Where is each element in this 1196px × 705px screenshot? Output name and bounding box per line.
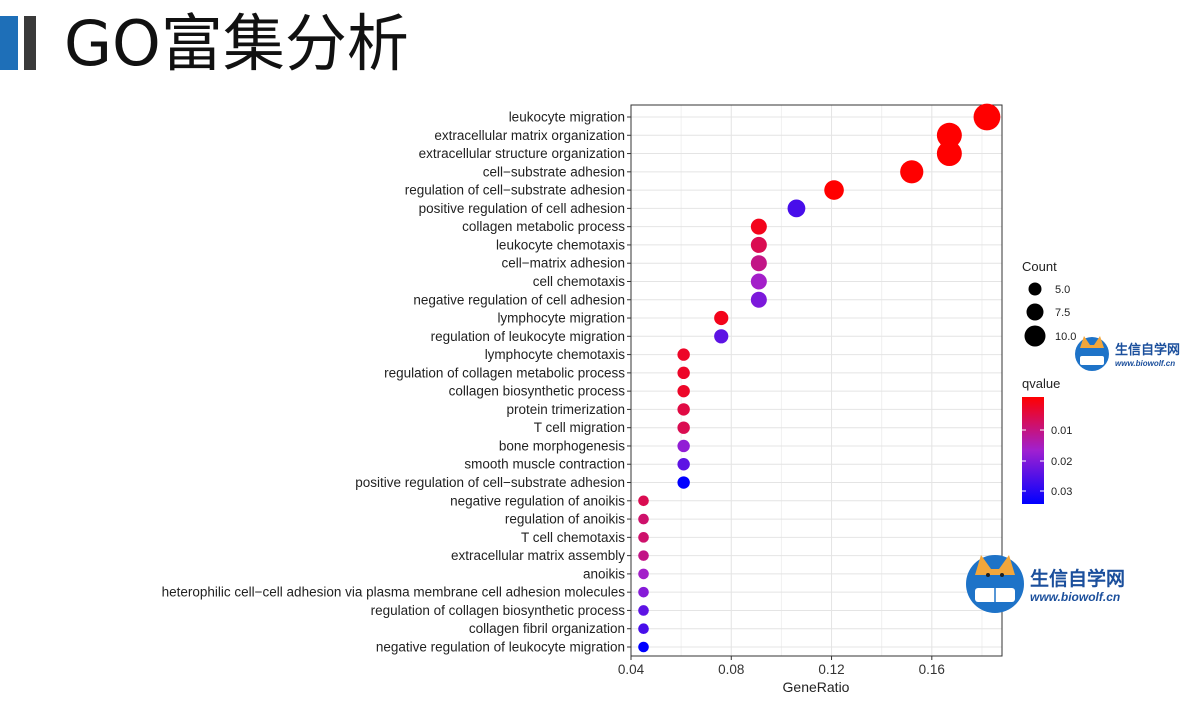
enrichment-point <box>750 273 767 290</box>
x-tick-label: 0.08 <box>718 662 744 677</box>
enrichment-point <box>900 160 924 184</box>
term-label: regulation of collagen biosynthetic proc… <box>371 603 626 618</box>
term-label: extracellular structure organization <box>419 146 625 161</box>
enrichment-point <box>638 623 649 635</box>
title-accent-bar-blue <box>0 16 18 70</box>
enrichment-point <box>677 421 690 434</box>
term-label: leukocyte migration <box>509 110 625 125</box>
enrichment-point <box>750 218 767 235</box>
enrichment-point <box>638 605 649 616</box>
enrichment-point <box>750 291 767 308</box>
term-label: smooth muscle contraction <box>464 457 625 472</box>
slide-title: GO富集分析 <box>64 7 409 80</box>
size-legend-label-5: 5.0 <box>1055 284 1070 296</box>
term-label: leukocyte chemotaxis <box>496 237 625 252</box>
watermark-small-url: www.biowolf.cn <box>1115 359 1175 368</box>
term-label: regulation of collagen metabolic process <box>384 365 625 380</box>
term-label: lymphocyte migration <box>497 311 625 326</box>
enrichment-point <box>824 180 844 200</box>
term-label: collagen biosynthetic process <box>449 384 626 399</box>
size-legend-dot-large <box>1024 325 1046 347</box>
watermark-large-url: www.biowolf.cn <box>1030 590 1120 604</box>
enrichment-point <box>677 348 690 361</box>
enrichment-point <box>677 458 690 471</box>
enrichment-point <box>638 568 649 580</box>
size-legend-label-7-5: 7.5 <box>1055 307 1070 319</box>
term-label: extracellular matrix organization <box>434 128 625 143</box>
term-label: negative regulation of anoikis <box>450 493 625 508</box>
term-label: protein trimerization <box>506 402 625 417</box>
enrichment-point <box>750 236 767 253</box>
enrichment-point <box>677 366 690 380</box>
enrichment-point <box>638 513 649 525</box>
enrichment-point <box>638 641 649 653</box>
enrichment-point <box>677 476 690 489</box>
term-label: collagen fibril organization <box>469 621 625 636</box>
size-legend-title: Count <box>1022 259 1057 274</box>
wolf-logo-large-icon <box>966 555 1024 613</box>
term-label: negative regulation of cell adhesion <box>413 292 625 307</box>
enrichment-point <box>787 199 806 218</box>
term-label: bone morphogenesis <box>499 438 625 453</box>
enrichment-point <box>714 310 729 326</box>
qvalue-colorbar <box>1022 397 1044 504</box>
term-label: heterophilic cell−cell adhesion via plas… <box>162 585 626 600</box>
enrichment-point <box>973 103 1001 131</box>
color-legend-label-0-03: 0.03 <box>1051 486 1072 498</box>
term-label: collagen metabolic process <box>462 219 625 234</box>
enrichment-point <box>677 403 690 416</box>
term-label: anoikis <box>583 566 625 581</box>
color-legend-label-0-01: 0.01 <box>1051 425 1072 437</box>
term-label: positive regulation of cell adhesion <box>419 201 625 216</box>
watermark-small-name: 生信自学网 <box>1115 342 1180 358</box>
term-label: extracellular matrix assembly <box>451 548 625 563</box>
size-legend-dot-small <box>1028 282 1042 296</box>
term-label: regulation of anoikis <box>505 512 625 527</box>
term-label: cell chemotaxis <box>533 274 626 289</box>
size-legend-dot-medium <box>1026 303 1044 321</box>
term-label: negative regulation of leukocyte migrati… <box>376 640 625 655</box>
term-label: regulation of leukocyte migration <box>431 329 625 344</box>
title-accent-bar-dark <box>24 16 36 70</box>
enrichment-point <box>936 122 962 148</box>
enrichment-point <box>638 550 649 561</box>
x-tick-label: 0.04 <box>618 662 645 677</box>
x-tick-label: 0.16 <box>919 662 945 677</box>
x-axis-title: GeneRatio <box>783 679 850 695</box>
x-tick-label: 0.12 <box>818 662 844 677</box>
enrichment-point <box>750 255 767 272</box>
term-label: lymphocyte chemotaxis <box>485 347 626 362</box>
enrichment-point <box>936 141 962 167</box>
wolf-logo-icon <box>1075 337 1109 371</box>
term-label: cell−substrate adhesion <box>483 164 625 179</box>
color-legend-label-0-02: 0.02 <box>1051 456 1072 468</box>
term-label: positive regulation of cell−substrate ad… <box>355 475 625 490</box>
size-legend-label-10: 10.0 <box>1055 331 1076 343</box>
enrichment-point <box>638 532 649 543</box>
watermark-large-name: 生信自学网 <box>1030 567 1125 590</box>
term-label: cell−matrix adhesion <box>502 256 625 271</box>
enrichment-point <box>677 439 690 453</box>
plot-panel-border <box>630 104 1003 657</box>
color-legend-title: qvalue <box>1022 376 1060 391</box>
term-label: T cell migration <box>534 420 625 435</box>
watermark-large: 生信自学网 www.biowolf.cn <box>966 555 1125 613</box>
enrichment-point <box>638 586 649 598</box>
enrichment-point <box>677 384 690 398</box>
watermark-small: 生信自学网 www.biowolf.cn <box>1075 336 1180 371</box>
enrichment-point <box>714 329 729 344</box>
term-label: T cell chemotaxis <box>521 530 625 545</box>
enrichment-point <box>638 495 649 507</box>
term-label: regulation of cell−substrate adhesion <box>405 183 625 198</box>
